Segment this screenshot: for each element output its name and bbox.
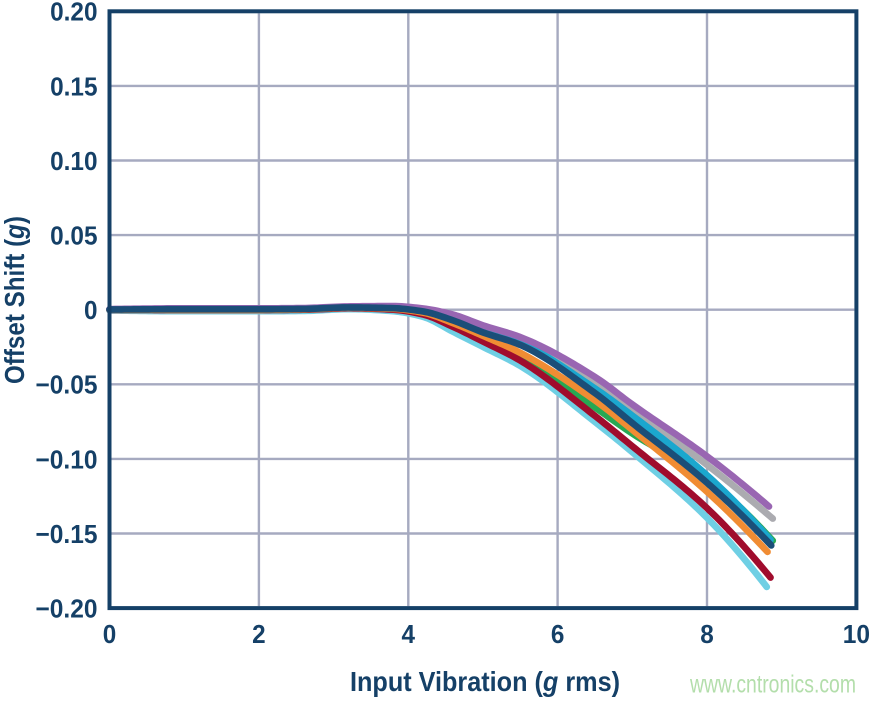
svg-text:6: 6 (551, 619, 565, 649)
svg-text:Offset Shift (g): Offset Shift (g) (0, 216, 30, 384)
svg-text:8: 8 (700, 619, 714, 649)
svg-text:0.10: 0.10 (50, 146, 97, 176)
svg-text:www.cntronics.com: www.cntronics.com (689, 671, 856, 699)
svg-text:4: 4 (402, 619, 416, 649)
svg-text:2: 2 (252, 619, 266, 649)
svg-text:−0.15: −0.15 (36, 519, 98, 549)
svg-text:0: 0 (84, 295, 98, 325)
svg-text:−0.20: −0.20 (36, 594, 98, 624)
svg-text:0: 0 (103, 619, 117, 649)
svg-text:−0.10: −0.10 (36, 444, 98, 474)
svg-text:0.05: 0.05 (50, 221, 97, 251)
svg-text:−0.05: −0.05 (36, 370, 98, 400)
svg-text:Input Vibration (g rms): Input Vibration (g rms) (350, 666, 620, 697)
svg-text:0.15: 0.15 (50, 71, 97, 101)
svg-text:0.20: 0.20 (50, 0, 97, 27)
svg-text:10: 10 (843, 619, 870, 649)
